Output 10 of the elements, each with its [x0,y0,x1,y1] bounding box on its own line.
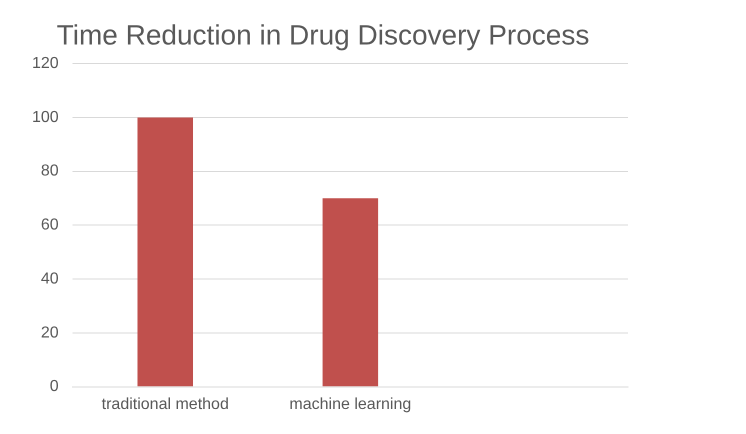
chart-title: Time Reduction in Drug Discovery Process [56,20,590,51]
x-tick-label: traditional method [102,396,229,413]
y-tick-label: 60 [40,216,59,234]
y-tick-label: 20 [40,324,59,342]
y-tick-label: 80 [40,162,59,180]
y-tick-label: 0 [50,378,59,396]
y-tick-label: 120 [32,55,59,72]
y-tick-label: 100 [32,108,59,126]
y-tick-label: 40 [40,270,59,288]
x-tick-label: machine learning [289,396,412,413]
